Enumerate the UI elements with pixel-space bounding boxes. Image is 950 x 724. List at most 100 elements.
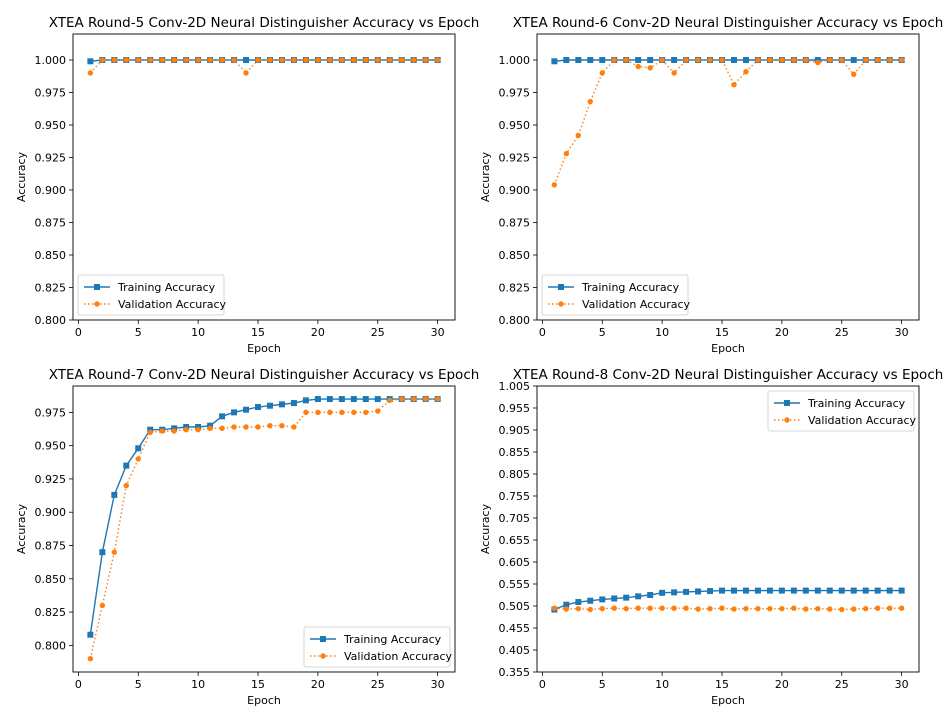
y-tick-label: 1.000 xyxy=(499,54,531,67)
x-tick-label: 10 xyxy=(191,678,205,691)
data-point xyxy=(87,58,94,65)
data-point xyxy=(647,65,653,71)
data-point xyxy=(874,57,881,63)
data-point xyxy=(339,57,345,63)
y-tick-label: 0.850 xyxy=(499,249,531,262)
data-point xyxy=(563,601,570,608)
data-point xyxy=(410,396,417,402)
x-tick-label: 20 xyxy=(775,678,789,691)
y-tick-label: 0.850 xyxy=(35,249,67,262)
data-point xyxy=(111,57,118,63)
data-point xyxy=(279,57,285,63)
data-point xyxy=(659,605,665,611)
legend-marker xyxy=(784,417,790,423)
data-point xyxy=(791,57,797,63)
y-tick-label: 0.655 xyxy=(499,534,531,547)
data-point xyxy=(159,428,165,434)
legend-box xyxy=(541,274,689,316)
y-tick-label: 0.455 xyxy=(499,622,531,635)
plot-frame xyxy=(536,385,920,673)
data-point xyxy=(886,57,893,63)
legend-marker-shape xyxy=(784,417,790,423)
y-tick-label: 0.555 xyxy=(499,578,531,591)
data-point xyxy=(791,605,797,611)
data-point xyxy=(742,587,749,594)
data-point xyxy=(611,605,617,611)
data-point xyxy=(231,409,238,416)
data-point xyxy=(730,57,737,63)
round-5-chart: XTEA Round-5 Conv-2D Neural Distinguishe… xyxy=(15,15,479,355)
data-point xyxy=(422,396,429,402)
y-tick-label: 0.875 xyxy=(499,217,531,230)
data-point xyxy=(290,400,297,407)
data-point xyxy=(183,426,189,433)
y-tick-label: 0.925 xyxy=(35,152,67,165)
x-tick-label: 15 xyxy=(715,678,729,691)
data-point xyxy=(790,587,797,594)
data-point xyxy=(671,57,678,63)
round-8-chart: XTEA Round-8 Conv-2D Neural Distinguishe… xyxy=(479,367,943,707)
data-point xyxy=(611,595,618,602)
legend-marker-shape xyxy=(558,301,564,307)
data-point xyxy=(159,57,165,63)
legend-label-validation: Validation Accuracy xyxy=(344,650,453,663)
data-point xyxy=(719,57,725,63)
legend-box xyxy=(77,274,225,316)
x-tick-label: 25 xyxy=(371,326,385,339)
data-point xyxy=(87,655,94,662)
data-point xyxy=(563,57,570,63)
data-point xyxy=(695,57,701,63)
y-tick-label: 0.800 xyxy=(35,314,67,327)
y-axis-label: Accuracy xyxy=(479,151,492,202)
data-point xyxy=(422,57,429,63)
data-point xyxy=(767,57,773,63)
data-point xyxy=(551,605,558,611)
data-point xyxy=(219,425,225,432)
data-point xyxy=(587,597,594,604)
data-point xyxy=(363,57,369,63)
y-tick-label: 0.875 xyxy=(35,540,67,553)
data-point xyxy=(123,482,129,489)
x-tick-label: 0 xyxy=(539,678,546,691)
legend-label-validation: Validation Accuracy xyxy=(118,298,227,311)
data-point xyxy=(563,606,570,612)
data-point xyxy=(434,57,441,63)
data-point xyxy=(731,82,737,88)
y-tick-label: 0.755 xyxy=(499,490,531,503)
data-point xyxy=(683,57,689,63)
y-tick-label: 0.955 xyxy=(499,402,531,415)
legend: Training Accuracy Validation Accuracy xyxy=(767,390,917,432)
x-tick-label: 30 xyxy=(895,678,909,691)
legend-marker xyxy=(94,301,100,307)
series-line xyxy=(553,59,902,186)
data-point xyxy=(255,424,261,430)
data-point xyxy=(850,587,857,594)
data-point xyxy=(99,602,106,609)
data-point xyxy=(111,549,118,555)
x-tick-label: 25 xyxy=(371,678,385,691)
round-6-chart: XTEA Round-6 Conv-2D Neural Distinguishe… xyxy=(479,15,943,355)
y-tick-label: 0.605 xyxy=(499,556,531,569)
x-tick-label: 30 xyxy=(431,326,445,339)
data-point xyxy=(302,397,309,404)
data-point xyxy=(635,605,641,611)
y-tick-label: 1.000 xyxy=(35,54,67,67)
legend: Training Accuracy Validation Accuracy xyxy=(303,626,453,668)
data-point xyxy=(851,606,857,612)
x-tick-label: 5 xyxy=(135,326,142,339)
data-point xyxy=(599,70,605,76)
data-point xyxy=(898,57,905,63)
data-point xyxy=(730,587,737,594)
data-point xyxy=(231,424,237,430)
data-point xyxy=(647,605,653,611)
data-point xyxy=(587,98,593,105)
chart-title: XTEA Round-5 Conv-2D Neural Distinguishe… xyxy=(49,15,480,31)
data-point xyxy=(99,57,106,63)
data-point xyxy=(623,594,630,601)
training-accuracy-series xyxy=(551,57,905,65)
data-point xyxy=(754,587,761,594)
data-point xyxy=(635,63,641,70)
chart-title: XTEA Round-8 Conv-2D Neural Distinguishe… xyxy=(513,367,944,383)
data-point xyxy=(410,57,417,63)
validation-accuracy-series xyxy=(87,57,441,76)
